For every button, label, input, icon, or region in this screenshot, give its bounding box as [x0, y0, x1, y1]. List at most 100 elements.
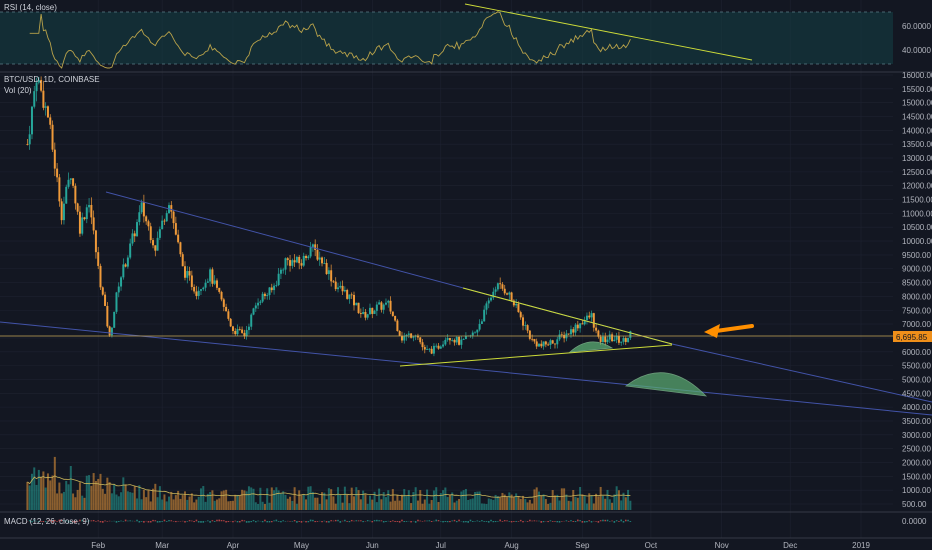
macd-bar [40, 521, 42, 522]
macd-bar [369, 520, 371, 522]
macd-bar [469, 519, 472, 522]
volume-bar [92, 473, 95, 510]
time-axis[interactable]: Feb Mar Apr May Jun Jul Aug Sep Oct Nov Dec 2019 [91, 541, 870, 550]
macd-bar [597, 521, 600, 523]
volume-bar [458, 498, 461, 510]
macd-bar [168, 520, 170, 522]
candle-body [124, 264, 127, 267]
volume-bar [412, 492, 415, 510]
macd-bar [161, 521, 163, 522]
y-tick-label: 3000.00 [902, 431, 931, 440]
volume-bar [394, 500, 397, 510]
macd-bar [376, 519, 378, 522]
macd-bar [506, 520, 508, 522]
volume-bar [277, 490, 280, 510]
y-tick-label: 13000.00 [902, 154, 932, 163]
macd-bar [467, 521, 469, 523]
macd-bar [453, 519, 456, 522]
macd-bar [236, 521, 239, 523]
candle-body [58, 177, 61, 202]
volume-bar [355, 487, 358, 510]
candle-body [528, 330, 531, 339]
candle-body [316, 249, 319, 260]
volume-bar [442, 490, 445, 510]
candle-body [129, 243, 132, 258]
candle-body [549, 340, 552, 345]
volume-bar [533, 489, 536, 510]
volume-bar [565, 494, 568, 510]
volume-bar [161, 499, 164, 510]
candle-body [398, 330, 401, 336]
macd-bar [531, 520, 533, 522]
lower-support-line[interactable] [0, 321, 932, 416]
macd-bar [280, 521, 282, 523]
candle-body [558, 334, 561, 340]
candle-body [613, 339, 616, 342]
volume-bar [508, 492, 511, 510]
volume-bar [362, 490, 365, 510]
candle-body [62, 203, 65, 221]
volume-bar [138, 485, 141, 510]
macd-bar [396, 521, 399, 522]
candle-body [161, 220, 164, 230]
candle-body [537, 343, 540, 347]
macd-bar [291, 521, 294, 522]
candle-body [293, 260, 296, 263]
candle-body [199, 289, 202, 291]
volume-bar [590, 495, 593, 510]
candlestick-series [26, 76, 632, 357]
macd-bar [581, 521, 584, 523]
macd-bar [551, 521, 554, 522]
volume-bar [227, 501, 230, 510]
macd-bar [47, 520, 49, 522]
yellow-resistance-line[interactable] [462, 287, 673, 345]
candle-body [544, 341, 547, 345]
candle-body [446, 338, 449, 340]
candle-body [131, 233, 134, 244]
macd-bar [220, 520, 223, 522]
macd-bar [88, 520, 90, 522]
volume-bar [435, 487, 438, 510]
candle-body [382, 304, 385, 310]
macd-bar [414, 521, 417, 523]
macd-bar [360, 520, 362, 522]
candle-body [531, 338, 534, 340]
volume-bar [33, 467, 36, 510]
candle-body [122, 264, 125, 278]
macd-bar [122, 521, 125, 522]
macd-bar [225, 521, 227, 523]
macd-bar [547, 521, 549, 523]
macd-bar [510, 521, 513, 523]
volume-bar [396, 494, 399, 510]
macd-bar [218, 519, 221, 522]
volume-bar [58, 482, 61, 510]
volume-bar [309, 486, 312, 510]
volume-bar [133, 486, 136, 510]
candle-body [270, 287, 273, 291]
macd-bar [392, 520, 394, 522]
candle-body [357, 302, 360, 314]
candle-body [156, 237, 159, 251]
candle-body [572, 329, 575, 333]
macd-bar [613, 521, 616, 523]
price-axis[interactable]: 16000.00 15500.00 15000.00 14500.00 14000.00… [902, 71, 932, 509]
volume-bar [494, 494, 497, 510]
candle-body [53, 149, 56, 169]
candle-body [483, 309, 486, 322]
volume-bar [252, 488, 255, 510]
breakdown-line[interactable] [671, 343, 932, 403]
volume-bar [405, 495, 408, 510]
volume-bar [318, 503, 321, 510]
candle-body [46, 106, 49, 118]
volume-bar [30, 473, 33, 510]
volume-bar [519, 498, 522, 510]
macd-bar [108, 520, 111, 522]
macd-bar [330, 520, 332, 522]
macd-bar [627, 519, 629, 522]
macd-bar [419, 520, 422, 522]
candle-body [604, 336, 607, 343]
candle-body [476, 329, 479, 333]
volume-bar [414, 487, 417, 510]
yellow-support-line[interactable] [399, 344, 673, 367]
